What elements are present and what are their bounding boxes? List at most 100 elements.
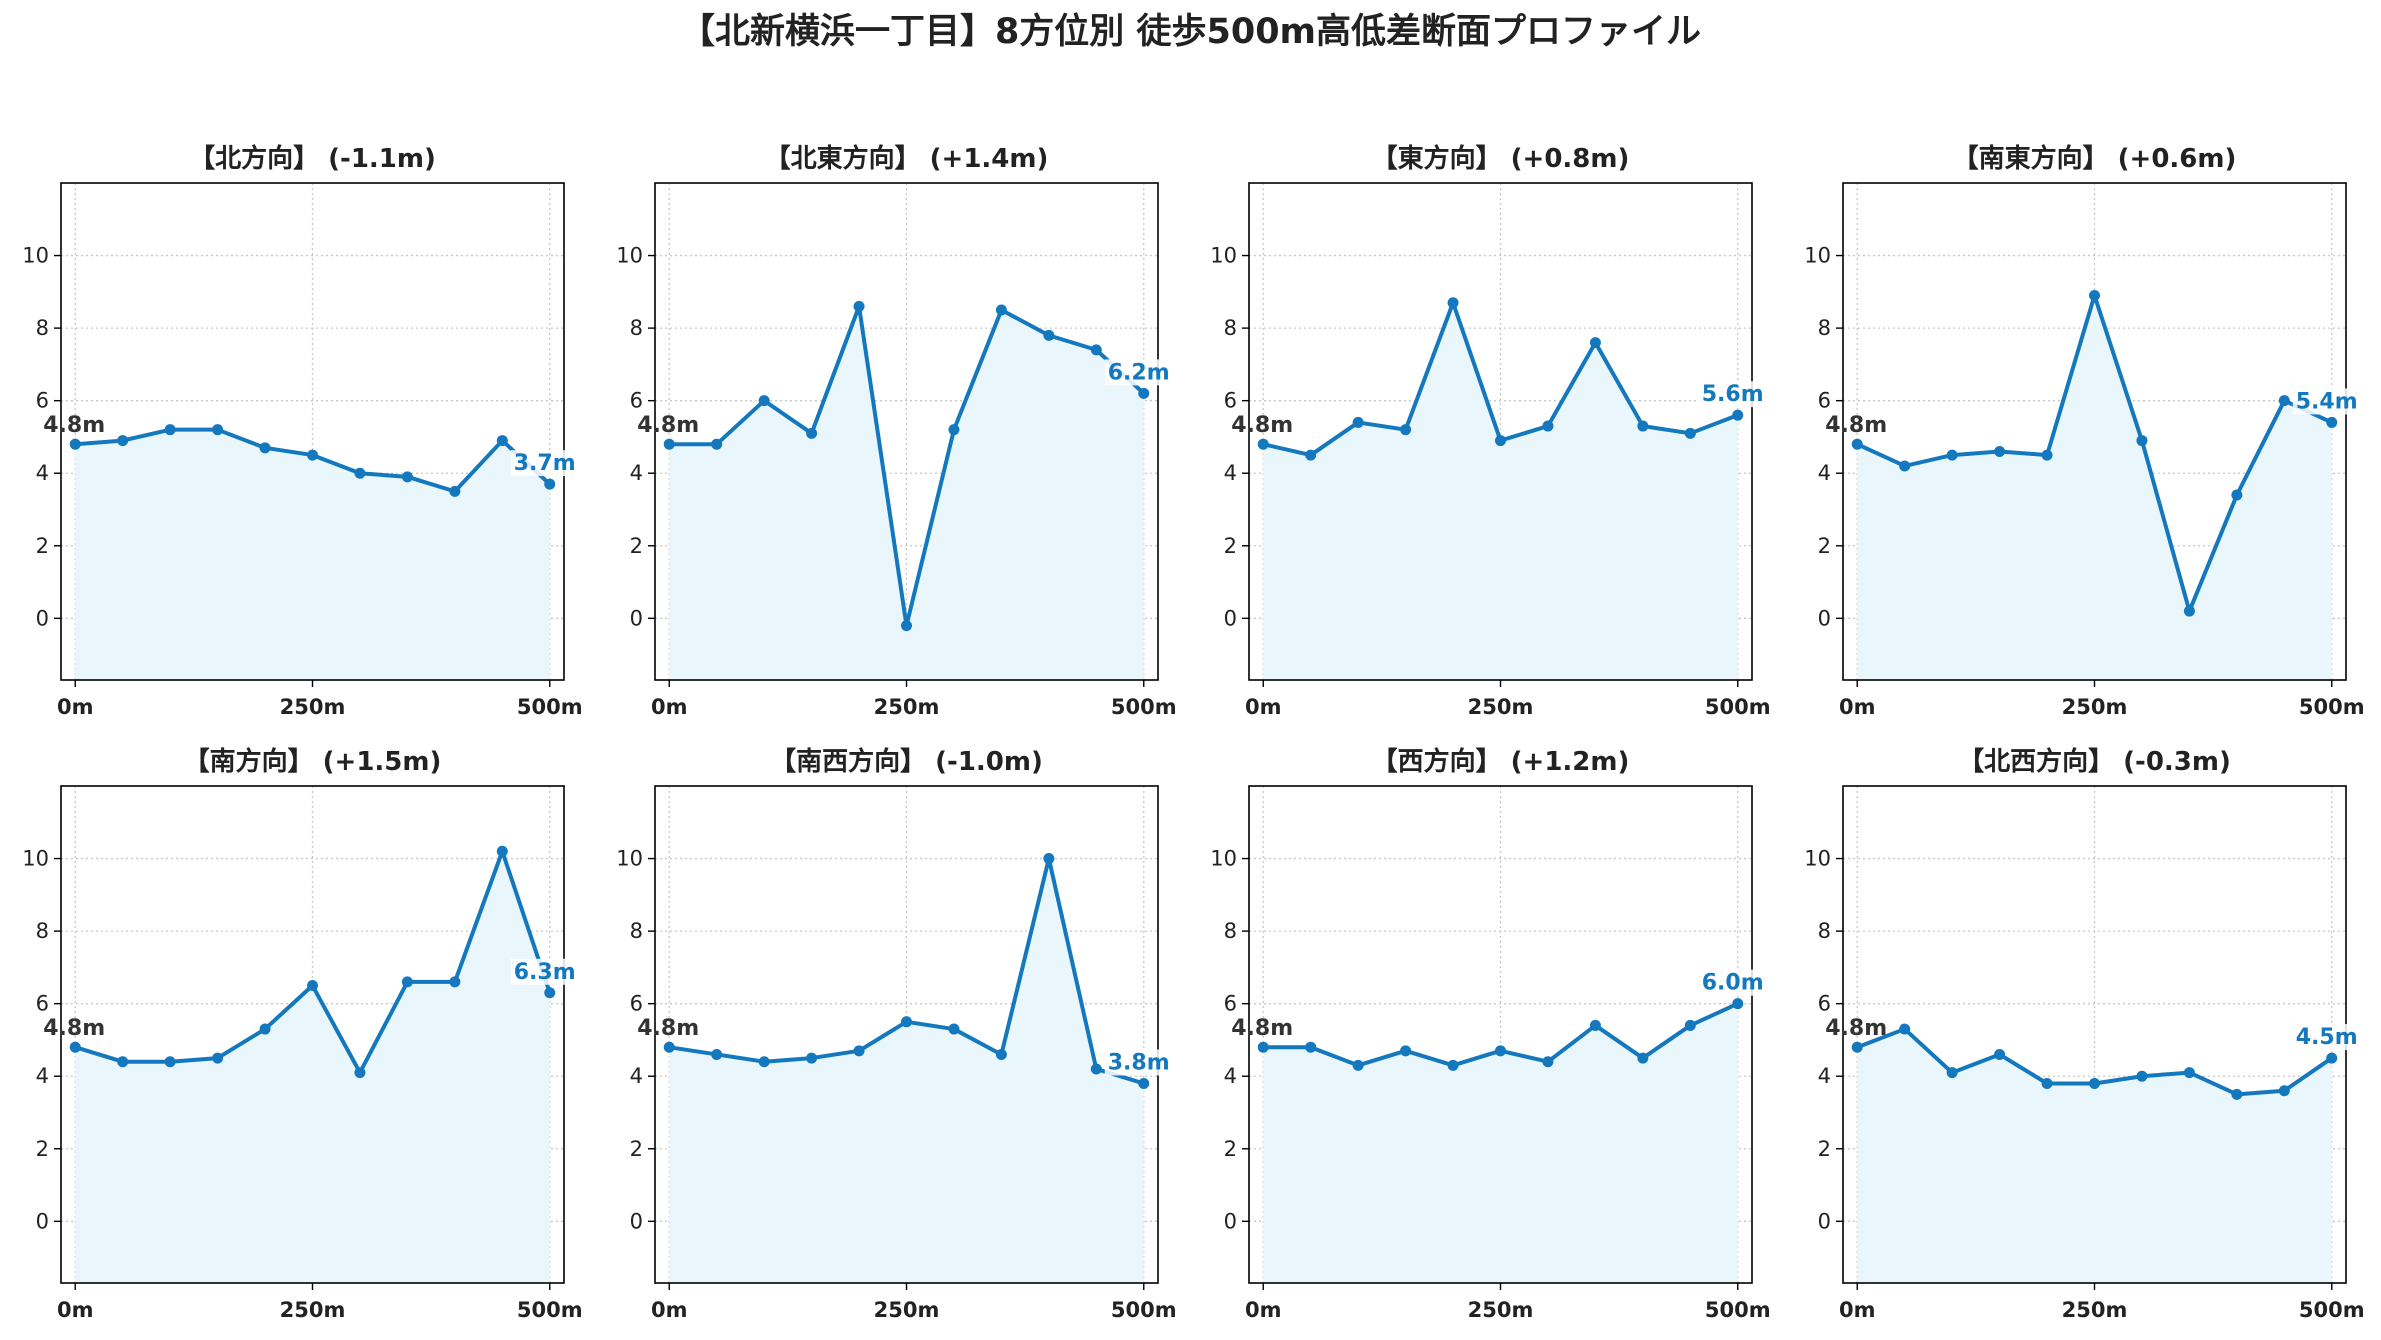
- data-point: [1542, 1056, 1554, 1068]
- y-tick-label: 2: [36, 534, 49, 558]
- data-point: [948, 424, 960, 436]
- data-point: [2231, 489, 2243, 501]
- data-point: [1684, 427, 1696, 439]
- x-tick-label: 500m: [517, 695, 583, 719]
- data-point: [853, 1045, 865, 1057]
- end-value-label: 4.5m: [2296, 1025, 2358, 1050]
- y-tick-label: 0: [1224, 606, 1237, 630]
- x-tick-label: 250m: [280, 695, 346, 719]
- data-point: [1637, 420, 1649, 432]
- data-point: [2278, 395, 2290, 407]
- y-tick-label: 10: [1210, 847, 1237, 871]
- data-point: [449, 976, 461, 988]
- data-point: [806, 427, 818, 439]
- start-value-label: 4.8m: [1825, 1016, 1887, 1041]
- y-tick-label: 2: [36, 1137, 49, 1161]
- y-tick-label: 10: [616, 244, 643, 268]
- subplot-title: 【北方向】 (-1.1m): [189, 143, 436, 174]
- x-tick-label: 250m: [2062, 695, 2128, 719]
- data-point: [2278, 1085, 2290, 1097]
- x-tick-label: 250m: [1468, 1298, 1534, 1322]
- start-value-label: 4.8m: [637, 413, 699, 438]
- y-tick-label: 0: [630, 606, 643, 630]
- start-value-label: 4.8m: [43, 1016, 105, 1041]
- x-tick-label: 500m: [517, 1298, 583, 1322]
- data-point: [212, 1052, 224, 1064]
- data-point: [853, 300, 865, 312]
- y-tick-label: 10: [1804, 244, 1831, 268]
- data-point: [1637, 1052, 1649, 1064]
- data-point: [1352, 416, 1364, 428]
- data-point: [1732, 409, 1744, 421]
- y-tick-label: 10: [22, 244, 49, 268]
- data-point: [2136, 435, 2148, 447]
- data-point: [1090, 1063, 1102, 1075]
- subplot-8: 【北西方向】 (-0.3m) 0 2 4 6 8 10 0m 250m 500m 4.8m 4.5m: [1804, 746, 2364, 1322]
- y-tick-label: 6: [36, 992, 49, 1016]
- data-point: [259, 442, 271, 454]
- data-point: [117, 435, 129, 447]
- data-point: [901, 1016, 912, 1028]
- y-tick-label: 8: [1818, 919, 1831, 943]
- data-point: [307, 449, 318, 461]
- data-point: [401, 471, 413, 483]
- data-point: [663, 1041, 675, 1053]
- y-tick-label: 4: [630, 461, 643, 485]
- x-tick-label: 500m: [1111, 695, 1177, 719]
- x-tick-label: 500m: [1705, 695, 1771, 719]
- end-value-label: 3.8m: [1108, 1050, 1170, 1075]
- end-value-label: 6.2m: [1108, 360, 1170, 385]
- data-point: [544, 478, 556, 490]
- data-point: [2183, 1067, 2195, 1079]
- data-point: [354, 467, 366, 479]
- data-point: [1899, 1023, 1911, 1035]
- y-tick-label: 10: [1210, 244, 1237, 268]
- chart-title: 【北新横浜一丁目】8方位別 徒歩500m高低差断面プロファイル: [679, 12, 1702, 52]
- y-tick-label: 8: [630, 919, 643, 943]
- data-point: [212, 424, 224, 436]
- data-point: [1305, 449, 1317, 461]
- data-point: [544, 987, 556, 999]
- data-point: [948, 1023, 960, 1035]
- area-fill: [1263, 1003, 1738, 1283]
- y-tick-label: 8: [1224, 316, 1237, 340]
- y-tick-label: 0: [1818, 1209, 1831, 1233]
- subplot-1: 【北方向】 (-1.1m) 0 2 4 6 8 10 0m 250m 500m 4.8m 3.7m: [22, 143, 582, 719]
- data-point: [806, 1052, 818, 1064]
- y-tick-label: 4: [630, 1064, 643, 1088]
- data-point: [69, 1041, 81, 1053]
- y-tick-label: 6: [1818, 389, 1831, 413]
- data-point: [758, 395, 770, 407]
- area-fill: [1857, 295, 2332, 680]
- y-tick-label: 2: [630, 1137, 643, 1161]
- subplot-title: 【南西方向】 (-1.0m): [770, 746, 1043, 777]
- data-point: [1946, 449, 1958, 461]
- x-tick-label: 0m: [1839, 695, 1876, 719]
- y-tick-label: 2: [1818, 534, 1831, 558]
- y-tick-label: 6: [630, 389, 643, 413]
- data-point: [995, 304, 1007, 316]
- data-point: [1043, 329, 1055, 341]
- y-tick-label: 4: [36, 1064, 49, 1088]
- data-point: [401, 976, 413, 988]
- data-point: [1090, 344, 1102, 356]
- subplot-title: 【北西方向】 (-0.3m): [1958, 746, 2231, 777]
- x-tick-label: 250m: [874, 695, 940, 719]
- start-value-label: 4.8m: [1231, 1016, 1293, 1041]
- start-value-label: 4.8m: [637, 1016, 699, 1041]
- data-point: [1589, 1019, 1601, 1031]
- area-fill: [1857, 1029, 2332, 1283]
- end-label-bg: [1104, 1049, 1171, 1076]
- y-tick-label: 8: [36, 316, 49, 340]
- y-tick-label: 0: [36, 606, 49, 630]
- end-label-bg: [1698, 969, 1765, 996]
- data-point: [1138, 387, 1150, 399]
- data-point: [1994, 1048, 2006, 1060]
- data-point: [1352, 1059, 1364, 1071]
- area-fill: [669, 306, 1144, 680]
- data-point: [449, 485, 461, 497]
- y-tick-label: 10: [616, 847, 643, 871]
- y-tick-label: 6: [630, 992, 643, 1016]
- end-value-label: 5.4m: [2296, 389, 2358, 414]
- data-point: [2089, 289, 2100, 301]
